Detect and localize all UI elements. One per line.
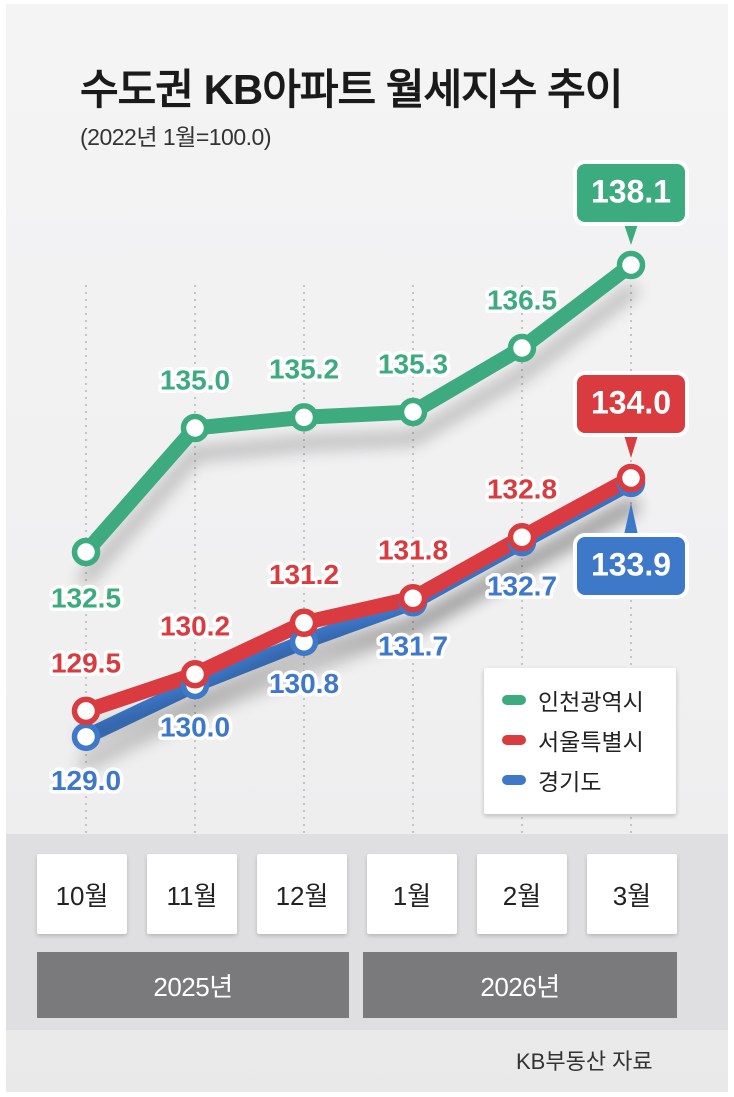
data-point-0-4	[507, 333, 537, 363]
x-tick-label: 3월	[587, 854, 677, 934]
chart-legend: 인천광역시 서울특별시 경기도	[484, 668, 676, 814]
data-label-1-0: 129.5	[51, 647, 121, 678]
data-label-0-1: 135.0	[160, 364, 230, 395]
data-label-1-1: 130.2	[160, 611, 230, 642]
data-label-1-4: 132.8	[487, 474, 557, 505]
callout-pointer-1	[624, 435, 638, 458]
callout-value-2: 133.9	[591, 546, 671, 582]
source-note: KB부동산 자료	[516, 1049, 653, 1074]
callout-pointer-0	[624, 224, 638, 245]
data-point-0-2	[289, 403, 319, 432]
year-group-2025: 2025년	[37, 952, 349, 1018]
legend-swatch-seoul	[502, 735, 526, 745]
legend-label-incheon: 인천광역시	[538, 689, 644, 715]
callout-pointer-2	[624, 502, 638, 535]
series-line-0	[78, 257, 639, 560]
legend-label-gyeonggi: 경기도	[538, 769, 602, 795]
data-point-1-3	[398, 583, 428, 613]
x-tick-label: 10월	[37, 854, 127, 934]
data-point-1-0	[71, 696, 101, 726]
year-group-2026: 2026년	[363, 952, 677, 1018]
data-label-2-2: 130.8	[269, 668, 339, 699]
x-tick-label: 1월	[367, 854, 457, 934]
callout-box-2	[573, 533, 689, 599]
series-line-1	[78, 470, 639, 719]
data-point-1-1	[180, 659, 210, 689]
x-tick-label: 11월	[147, 854, 237, 934]
legend-item-seoul: 서울특별시	[502, 720, 644, 760]
legend-item-incheon: 인천광역시	[502, 680, 644, 720]
data-label-2-1: 130.0	[160, 711, 230, 742]
data-label-1-2: 131.2	[269, 559, 339, 590]
legend-swatch-gyeonggi	[502, 775, 526, 785]
chart-subtitle: (2022년 1월=100.0)	[80, 124, 271, 150]
data-point-2-0	[71, 722, 101, 752]
data-label-0-0: 132.5	[51, 582, 121, 613]
data-label-2-4: 132.7	[487, 571, 557, 602]
data-point-0-3	[398, 397, 428, 427]
data-point-0-0	[71, 537, 101, 567]
legend-item-gyeonggi: 경기도	[502, 760, 601, 800]
chart-title: 수도권 KB아파트 월세지수 추이	[80, 66, 623, 113]
callout-value-1: 134.0	[591, 384, 671, 420]
data-point-1-5	[616, 463, 646, 493]
data-point-0-5	[616, 250, 646, 280]
callout-box-1	[573, 371, 689, 437]
data-point-1-2	[289, 608, 319, 638]
data-label-0-2: 135.2	[269, 354, 339, 385]
data-label-2-3: 131.7	[378, 631, 448, 662]
data-point-0-1	[180, 413, 210, 443]
data-label-1-3: 131.8	[378, 535, 448, 566]
data-label-2-0: 129.0	[51, 765, 121, 796]
data-label-0-3: 135.3	[378, 348, 448, 379]
data-point-1-4	[507, 522, 537, 552]
callout-box-0	[573, 160, 689, 226]
x-tick-label: 2월	[477, 854, 567, 934]
data-label-0-4: 136.5	[487, 284, 557, 315]
legend-swatch-incheon	[502, 695, 526, 705]
callout-value-0: 138.1	[591, 173, 671, 209]
legend-label-seoul: 서울특별시	[538, 729, 644, 755]
x-tick-label: 12월	[257, 854, 347, 934]
